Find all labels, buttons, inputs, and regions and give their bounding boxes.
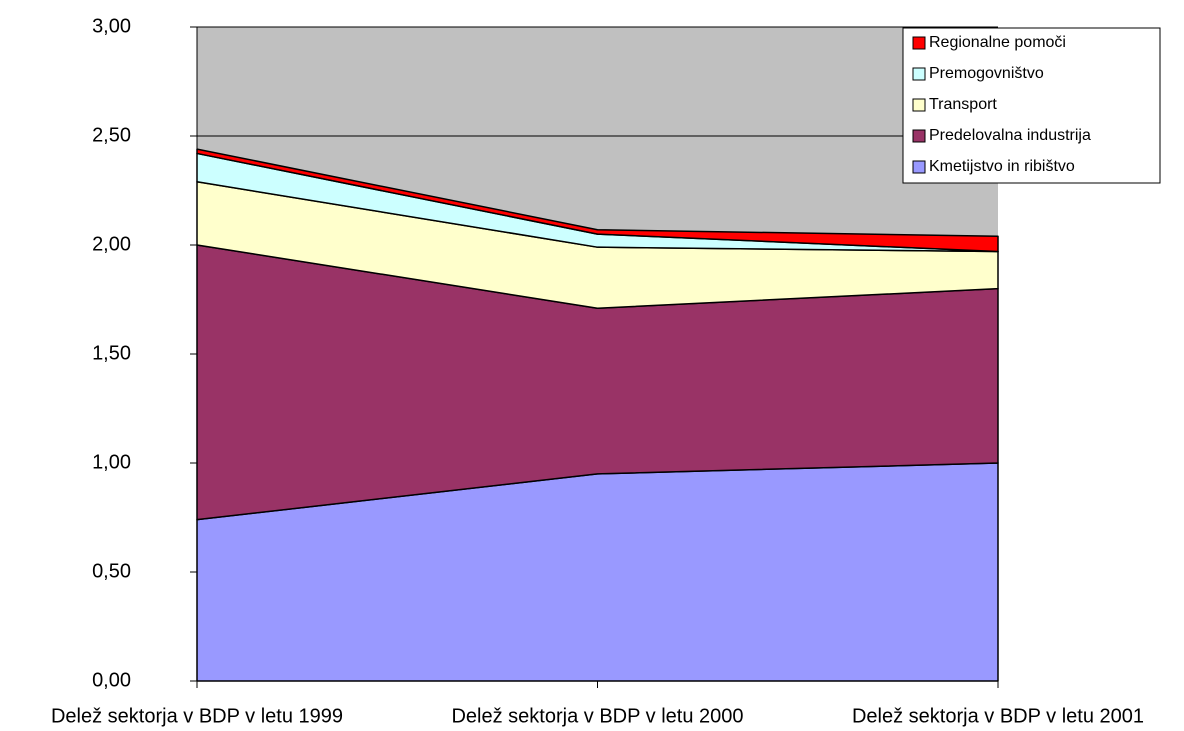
legend-label: Premogovništvo — [929, 65, 1044, 82]
y-tick-label: 1,00 — [92, 451, 131, 473]
y-tick-label: 0,00 — [92, 669, 131, 691]
y-tick-label: 2,00 — [92, 233, 131, 255]
legend — [902, 27, 1161, 184]
legend-label: Regionalne pomoči — [929, 34, 1066, 51]
y-tick-label: 0,50 — [92, 560, 131, 582]
y-tick-label: 3,00 — [92, 15, 131, 37]
legend-swatch — [912, 160, 926, 174]
legend-swatch — [912, 36, 926, 50]
x-tick-label: Delež sektorja v BDP v letu 2000 — [451, 705, 743, 727]
legend-swatch — [912, 129, 926, 143]
x-tick-label: Delež sektorja v BDP v letu 2001 — [852, 705, 1144, 727]
legend-swatch — [912, 98, 926, 112]
legend-swatch — [912, 67, 926, 81]
y-tick-label: 1,50 — [92, 342, 131, 364]
legend-label: Kmetijstvo in ribištvo — [929, 158, 1075, 175]
x-tick-label: Delež sektorja v BDP v letu 1999 — [51, 705, 343, 727]
legend-label: Predelovalna industrija — [929, 127, 1091, 144]
y-tick-label: 2,50 — [92, 124, 131, 146]
legend-label: Transport — [929, 96, 997, 113]
